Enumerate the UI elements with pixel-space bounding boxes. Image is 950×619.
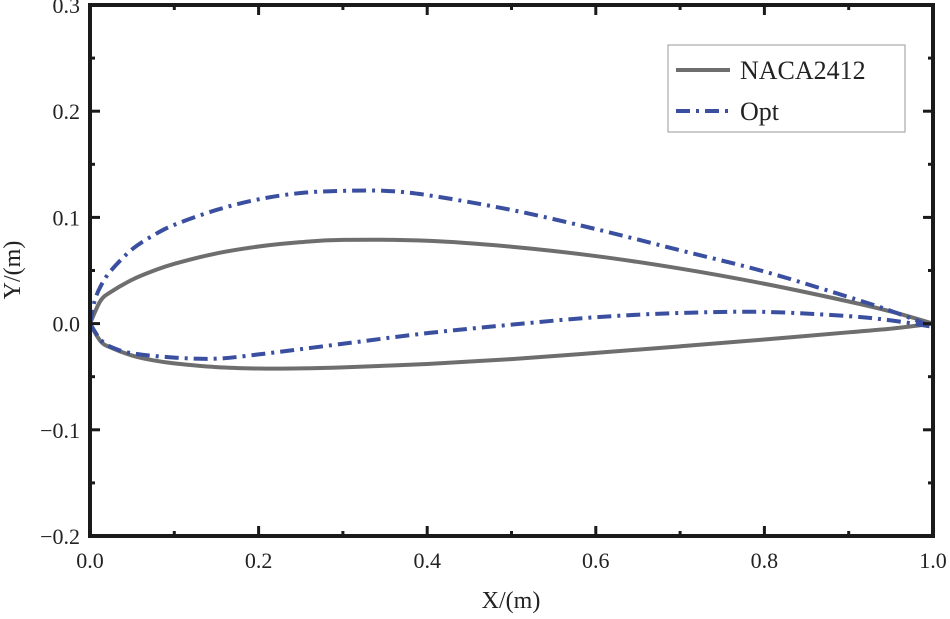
series-naca2412-upper [88, 237, 934, 326]
curves [88, 188, 934, 371]
legend-label-opt: Opt [740, 97, 780, 126]
legend-label-naca2412: NACA2412 [740, 56, 866, 85]
x-tick-label: 0.4 [413, 548, 441, 573]
tick-labels: 0.0 0.2 0.4 0.6 0.8 1.0 −0.2 −0.1 0.0 0.1 0.2 0.3 [40, 0, 947, 573]
legend: NACA2412 Opt [667, 44, 906, 133]
x-tick-label: 0.8 [751, 548, 779, 573]
series-opt-upper [88, 188, 934, 329]
y-tick-label: 0.3 [53, 0, 81, 18]
legend-box [667, 44, 906, 133]
y-tick-label: 0.0 [53, 312, 81, 337]
x-tick-label: 0.6 [582, 548, 610, 573]
ticks [88, 3, 935, 538]
y-tick-label: 0.1 [53, 205, 81, 230]
x-tick-label: 0.2 [245, 548, 273, 573]
x-axis-label: X/(m) [482, 588, 541, 614]
y-tick-label: −0.1 [40, 418, 80, 443]
y-tick-label: −0.2 [40, 524, 80, 549]
y-axis-label: Y/(m) [0, 241, 26, 300]
series-naca2412-lower [88, 321, 934, 371]
x-tick-label: 1.0 [919, 548, 947, 573]
y-tick-label: 0.2 [53, 99, 81, 124]
x-tick-label: 0.0 [76, 548, 104, 573]
